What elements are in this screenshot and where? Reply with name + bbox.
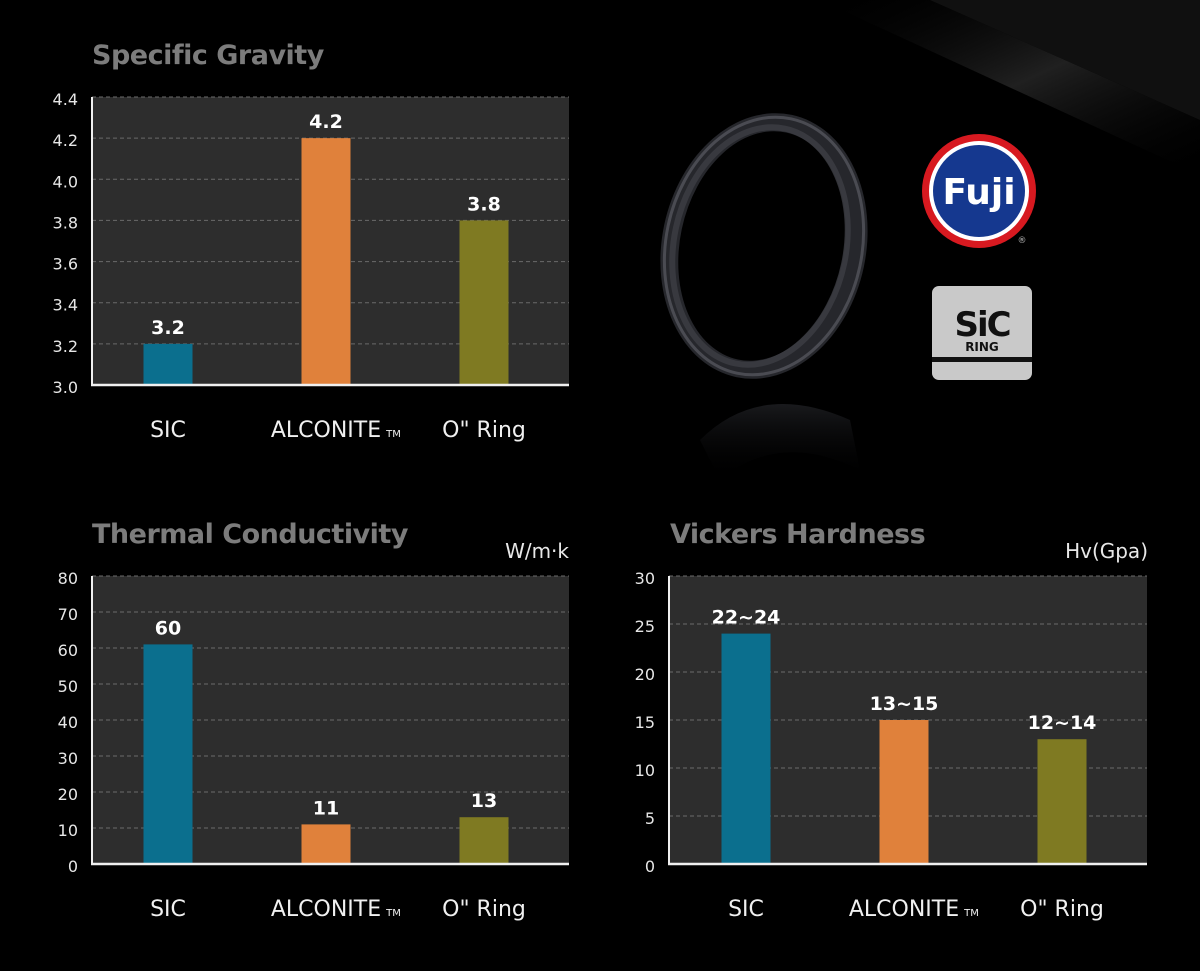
y-tick-label: 3.2: [53, 337, 78, 356]
y-tick-label: 30: [635, 569, 655, 588]
unit-vickers-hardness: Hv(Gpa): [1065, 539, 1148, 563]
sic-badge-text: SiC: [954, 305, 1009, 345]
x-tick-label: O" Ring: [442, 418, 526, 443]
trademark-suffix: TM: [963, 908, 979, 919]
y-tick-label: 80: [58, 569, 78, 588]
y-tick-label: 40: [58, 713, 78, 732]
y-tick-label: 3.8: [53, 213, 78, 232]
rod-shadow: [930, 0, 1200, 120]
bar-alconite: [879, 720, 929, 864]
bar-sic: [143, 644, 193, 864]
data-label: 13: [471, 790, 497, 812]
y-tick-label: 0: [645, 857, 655, 876]
data-label: 60: [155, 617, 181, 639]
chart-thermal-conductivity: 0 10 20 30 40 50 60 70 80 60 SIC 11 ALCONITE TM 13 O" R…: [58, 569, 569, 922]
y-tick-label: 5: [645, 809, 655, 828]
y-tick-label: 10: [635, 761, 655, 780]
y-tick-label: 3.6: [53, 255, 78, 274]
y-tick-label: 20: [635, 665, 655, 684]
bar-sic: [721, 633, 771, 864]
y-tick-label: 4.2: [53, 131, 78, 150]
y-tick-label: 4.4: [53, 90, 78, 109]
y-tick-label: 15: [635, 713, 655, 732]
y-tick-label: 4.0: [53, 172, 78, 191]
sic-ring-badge: SiC RING: [932, 286, 1032, 380]
y-tick-label: 60: [58, 641, 78, 660]
x-tick-label: O" Ring: [1020, 897, 1104, 922]
rod-highlight: [820, 0, 1200, 175]
bar-o-ring: [1037, 739, 1087, 864]
ring-badge-text: RING: [965, 340, 999, 354]
data-label: 13~15: [870, 693, 939, 715]
bar-alconite: [301, 824, 351, 864]
y-tick-label: 3.0: [53, 378, 78, 397]
unit-thermal-conductivity: W/m·k: [505, 539, 569, 563]
bar-o-ring: [459, 220, 509, 385]
x-tick-label: ALCONITE: [271, 897, 381, 922]
data-label: 22~24: [712, 607, 781, 629]
bar-sic: [143, 343, 193, 385]
x-tick-label: ALCONITE: [271, 418, 381, 443]
chart-title-thermal-conductivity: Thermal Conductivity: [92, 519, 408, 550]
y-tick-label: 30: [58, 749, 78, 768]
y-tick-label: 25: [635, 617, 655, 636]
data-label: 4.2: [309, 111, 343, 133]
y-tick-label: 10: [58, 821, 78, 840]
chart-title-vickers-hardness: Vickers Hardness: [670, 519, 926, 550]
y-tick-label: 20: [58, 785, 78, 804]
chart-specific-gravity: 3.0 3.2 3.4 3.6 3.8 4.0 4.2 4.4 3.2 SIC 4.2 ALCONIT…: [53, 90, 569, 443]
chart-vickers-hardness: 0 5 10 15 20 25 30 22~24 SIC 13~15 ALCONITE TM 12~14…: [635, 569, 1147, 922]
y-tick-label: 70: [58, 605, 78, 624]
data-label: 3.8: [467, 193, 501, 215]
fuji-logo-text: Fuji: [942, 172, 1015, 213]
x-tick-label: SIC: [728, 897, 764, 922]
registered-mark: ®: [1018, 236, 1027, 246]
y-tick-label: 50: [58, 677, 78, 696]
y-tick-label: 3.4: [53, 296, 78, 315]
x-tick-label: SIC: [150, 897, 186, 922]
ring-reflection: [700, 404, 860, 480]
trademark-suffix: TM: [385, 908, 401, 919]
chart-title-specific-gravity: Specific Gravity: [92, 40, 324, 71]
bar-o-ring: [459, 817, 509, 864]
x-tick-label: O" Ring: [442, 897, 526, 922]
fuji-logo: Fuji ®: [922, 134, 1036, 248]
data-label: 11: [313, 797, 339, 819]
sic-ring-image: [660, 113, 868, 480]
y-tick-label: 0: [68, 857, 78, 876]
x-tick-label: ALCONITE: [849, 897, 959, 922]
trademark-suffix: TM: [385, 429, 401, 440]
data-label: 3.2: [151, 317, 185, 339]
x-tick-label: SIC: [150, 418, 186, 443]
data-label: 12~14: [1028, 712, 1097, 734]
bar-alconite: [301, 138, 351, 385]
